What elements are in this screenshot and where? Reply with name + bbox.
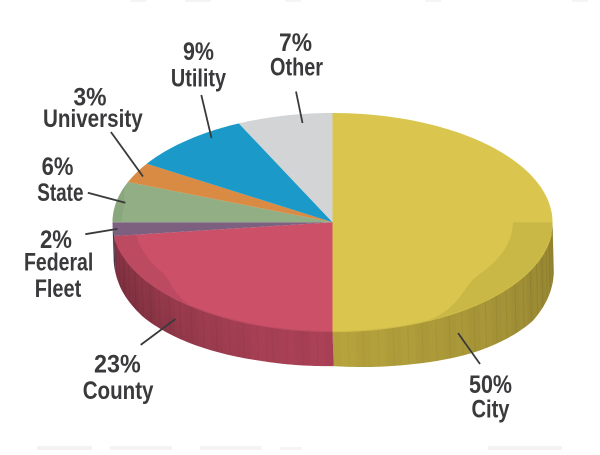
svg-text:County: County [83,377,154,405]
svg-text:Other: Other [270,54,323,82]
svg-text:State: State [37,179,83,207]
svg-text:6%: 6% [42,153,74,181]
svg-text:City: City [472,396,510,424]
svg-text:2%: 2% [40,226,72,254]
svg-text:50%: 50% [469,371,512,399]
svg-text:9%: 9% [183,38,214,66]
svg-text:3%: 3% [73,83,106,111]
svg-text:7%: 7% [279,29,312,57]
svg-text:Federal: Federal [24,249,93,277]
svg-text:Fleet: Fleet [35,275,82,303]
svg-text:23%: 23% [94,351,141,379]
svg-text:Utility: Utility [171,64,226,92]
svg-text:University: University [43,105,143,133]
